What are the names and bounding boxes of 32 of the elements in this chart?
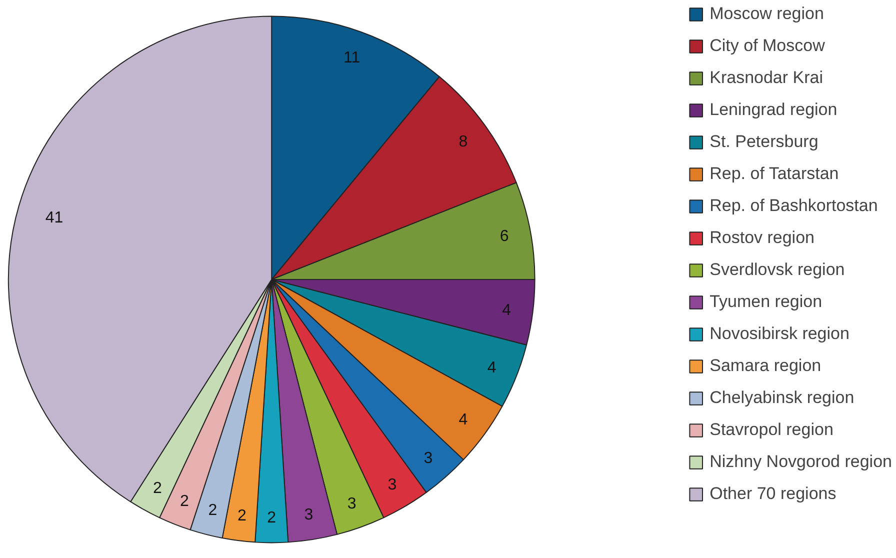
data-label: 3 [347, 495, 356, 512]
legend-label: Novosibirsk region [710, 324, 850, 344]
legend-label: Leningrad region [710, 100, 838, 120]
data-label: 3 [424, 450, 433, 468]
data-label: 2 [208, 502, 218, 519]
legend-label: Rep. of Tatarstan [710, 164, 839, 184]
data-label: 2 [153, 480, 162, 498]
data-label: 41 [45, 209, 64, 226]
data-label: 4 [458, 412, 468, 429]
legend-label: Rep. of Bashkortostan [710, 196, 878, 216]
data-label: 3 [388, 476, 397, 494]
legend-label: Krasnodar Krai [710, 68, 823, 88]
data-label: 2 [267, 509, 276, 526]
data-label: 2 [237, 508, 246, 525]
data-label: 11 [344, 50, 360, 67]
legend-label: Samara region [710, 356, 822, 376]
legend-label: Rostov region [710, 228, 814, 248]
legend-label: Stavropol region [710, 420, 834, 440]
legend-label: City of Moscow [710, 36, 825, 56]
legend-label: St. Petersburg [710, 132, 818, 152]
legend-label: Sverdlovsk region [710, 260, 845, 280]
data-label: 3 [304, 506, 314, 524]
data-label: 4 [502, 302, 512, 320]
data-label: 6 [500, 228, 509, 246]
legend-label: Other 70 regions [710, 484, 836, 504]
data-label: 8 [458, 133, 468, 150]
legend-label: Moscow region [710, 4, 824, 24]
data-label: 4 [487, 360, 496, 377]
data-label: 2 [180, 492, 189, 510]
legend-label: Tyumen region [710, 292, 822, 312]
legend-label: Chelyabinsk region [710, 388, 854, 408]
legend-label: Nizhny Novgorod region [710, 452, 892, 472]
